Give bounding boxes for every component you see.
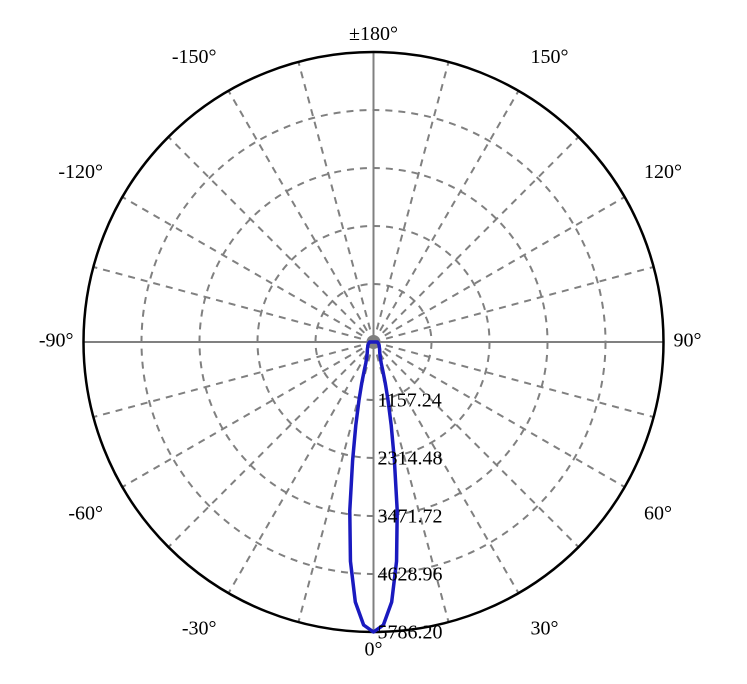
- polar-chart-svg: 1157.24 2314.48 3471.72 4628.96 5786.200° 30°…: [0, 0, 747, 684]
- polar-chart: 1157.24 2314.48 3471.72 4628.96 5786.200° 30°…: [0, 0, 747, 684]
- angle-label: 150°: [531, 46, 569, 68]
- radial-tick-label: 5786.20: [378, 622, 443, 644]
- angle-label: -150°: [172, 46, 217, 68]
- angle-label: -60°: [68, 503, 103, 525]
- radial-tick-label: 4628.96: [378, 564, 443, 586]
- radial-tick-label: 3471.72: [378, 506, 443, 528]
- radial-tick-label: 2314.48: [378, 448, 443, 470]
- angle-label: -30°: [182, 618, 217, 640]
- angle-label: 60°: [644, 503, 672, 525]
- angle-label: 90°: [674, 330, 702, 352]
- angle-label: -90°: [39, 330, 74, 352]
- angle-label: ±180°: [349, 23, 398, 45]
- angle-label: 30°: [531, 618, 559, 640]
- angle-label: 0°: [365, 639, 383, 661]
- angle-label: 120°: [644, 161, 682, 183]
- angle-label: -120°: [58, 161, 103, 183]
- radial-tick-label: 1157.24: [378, 390, 442, 412]
